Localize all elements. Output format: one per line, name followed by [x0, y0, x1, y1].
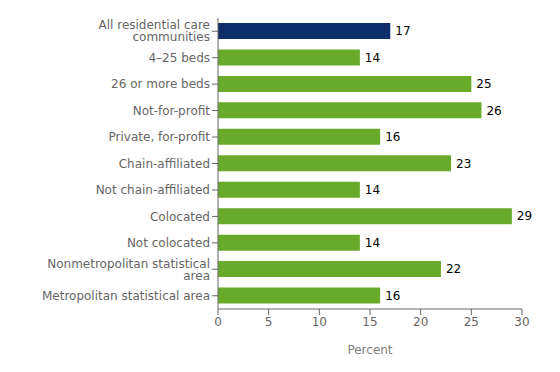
svg-text:14: 14: [365, 51, 380, 65]
svg-text:5: 5: [265, 315, 273, 329]
svg-text:Not-for-profit: Not-for-profit: [133, 104, 211, 118]
svg-text:29: 29: [517, 209, 532, 223]
svg-text:15: 15: [362, 315, 377, 329]
svg-text:Percent: Percent: [347, 343, 392, 357]
svg-text:Not colocated: Not colocated: [127, 236, 210, 250]
svg-text:25: 25: [464, 315, 479, 329]
svg-text:17: 17: [395, 24, 410, 38]
svg-text:Private, for-profit: Private, for-profit: [109, 130, 211, 144]
svg-text:23: 23: [456, 157, 471, 171]
svg-text:16: 16: [385, 289, 400, 303]
svg-text:22: 22: [446, 262, 461, 276]
svg-text:16: 16: [385, 130, 400, 144]
svg-text:14: 14: [365, 183, 380, 197]
svg-text:Nonmetropolitan statisticalare: Nonmetropolitan statisticalarea: [47, 257, 210, 283]
svg-text:26 or more beds: 26 or more beds: [111, 77, 210, 91]
svg-text:4–25 beds: 4–25 beds: [148, 51, 210, 65]
svg-text:Metropolitan statistical area: Metropolitan statistical area: [42, 289, 210, 303]
svg-text:Chain-affiliated: Chain-affiliated: [119, 157, 210, 171]
svg-text:14: 14: [365, 236, 380, 250]
svg-text:26: 26: [486, 104, 501, 118]
svg-text:0: 0: [214, 315, 222, 329]
svg-text:Not chain-affiliated: Not chain-affiliated: [96, 183, 210, 197]
svg-text:25: 25: [476, 77, 491, 91]
svg-text:30: 30: [514, 315, 529, 329]
svg-text:All residential carecommunitie: All residential carecommunities: [99, 18, 210, 44]
svg-text:10: 10: [312, 315, 327, 329]
svg-text:20: 20: [413, 315, 428, 329]
svg-text:Colocated: Colocated: [150, 210, 210, 224]
